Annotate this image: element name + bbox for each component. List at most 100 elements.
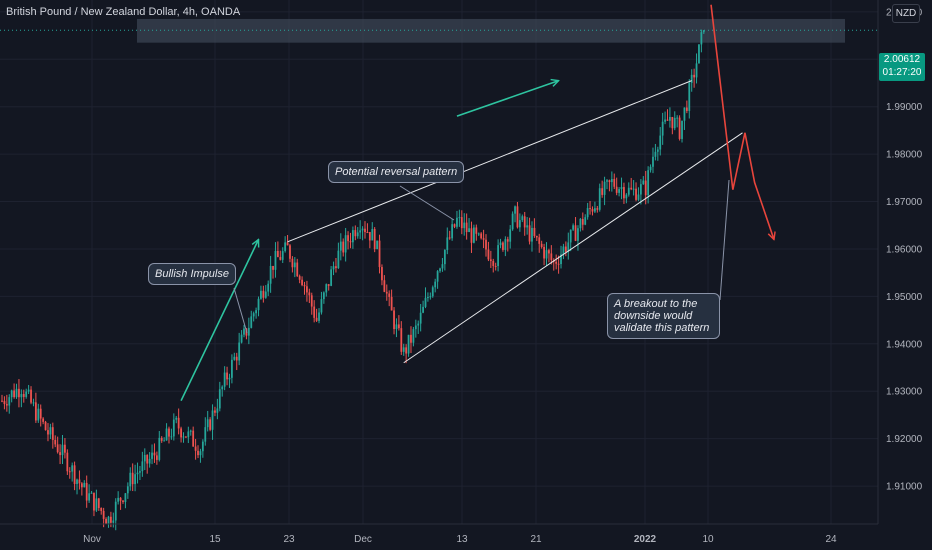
candle-body bbox=[557, 263, 560, 265]
candle-body bbox=[80, 483, 83, 488]
candle-body bbox=[518, 220, 521, 228]
candle-body bbox=[683, 107, 686, 121]
candle-body bbox=[385, 291, 388, 294]
candle-body bbox=[267, 283, 270, 292]
candle-body bbox=[702, 30, 705, 33]
candle-body bbox=[589, 208, 591, 210]
candle-body bbox=[298, 276, 301, 280]
candle-body bbox=[497, 245, 499, 267]
candle-body bbox=[318, 312, 320, 321]
candle-body bbox=[313, 306, 316, 318]
breakout-note[interactable]: A breakout to the downside would validat… bbox=[607, 293, 720, 339]
candle-body bbox=[347, 235, 349, 242]
reversal-pattern-note[interactable]: Potential reversal pattern bbox=[328, 161, 465, 183]
candle-body bbox=[514, 206, 516, 214]
candle-body bbox=[659, 135, 662, 150]
currency-badge[interactable]: NZD bbox=[892, 4, 920, 23]
candle-body bbox=[613, 178, 616, 187]
candle-body bbox=[439, 268, 441, 272]
candle-body bbox=[85, 482, 88, 501]
candle-body bbox=[446, 237, 449, 250]
candle-body bbox=[492, 260, 495, 266]
candle-body bbox=[209, 419, 212, 430]
candle-body bbox=[160, 437, 163, 441]
candle-body bbox=[310, 295, 313, 307]
candle-body bbox=[73, 465, 76, 485]
candle-body bbox=[252, 313, 255, 317]
candle-body bbox=[243, 328, 245, 335]
candle-body bbox=[320, 299, 323, 313]
candle-body bbox=[644, 180, 647, 196]
candle-body bbox=[293, 262, 296, 268]
candle-body bbox=[88, 493, 91, 501]
candle-body bbox=[5, 404, 8, 406]
candle-body bbox=[366, 232, 369, 234]
candle-body bbox=[698, 44, 700, 64]
candle-body bbox=[685, 107, 688, 111]
candle-body bbox=[666, 119, 669, 121]
price-tick-label: 1.91000 bbox=[886, 482, 923, 493]
time-tick-label: 24 bbox=[825, 534, 837, 545]
candle-body bbox=[185, 436, 187, 438]
candle-body bbox=[598, 188, 601, 210]
candle-body bbox=[649, 166, 652, 171]
candle-body bbox=[119, 497, 122, 501]
candle-body bbox=[412, 329, 415, 343]
candle-body bbox=[688, 82, 691, 111]
candle-body bbox=[180, 428, 182, 438]
candle-body bbox=[603, 181, 606, 195]
candle-body bbox=[572, 225, 575, 230]
candle-body bbox=[526, 225, 529, 228]
time-tick-label: 15 bbox=[209, 534, 221, 545]
callout-pointer bbox=[233, 287, 248, 334]
candle-body bbox=[78, 479, 81, 484]
bullish-impulse-note[interactable]: Bullish Impulse bbox=[148, 263, 236, 285]
candles bbox=[1, 29, 705, 531]
candle-body bbox=[51, 427, 54, 440]
candle-body bbox=[489, 259, 492, 261]
candle-body bbox=[110, 516, 112, 523]
candle-body bbox=[37, 408, 40, 421]
candle-body bbox=[637, 194, 640, 200]
candle-body bbox=[102, 510, 105, 519]
candle-body bbox=[71, 465, 74, 472]
candle-body bbox=[68, 471, 71, 473]
price-tick-label: 1.93000 bbox=[886, 387, 923, 398]
candle-body bbox=[540, 243, 543, 247]
candle-body bbox=[477, 233, 480, 235]
candle-body bbox=[272, 265, 274, 270]
candle-body bbox=[528, 225, 531, 242]
candle-body bbox=[463, 222, 466, 229]
candle-body bbox=[388, 293, 391, 297]
candle-body bbox=[499, 242, 502, 246]
candle-body bbox=[39, 408, 42, 419]
candle-body bbox=[671, 116, 674, 129]
candle-body bbox=[129, 472, 132, 487]
candle-body bbox=[417, 323, 420, 326]
candle-body bbox=[289, 245, 291, 259]
candle-body bbox=[475, 227, 478, 234]
candle-body bbox=[470, 228, 473, 243]
candle-body bbox=[441, 264, 444, 269]
candle-body bbox=[172, 419, 175, 437]
candle-body bbox=[678, 117, 681, 139]
candle-body bbox=[8, 397, 11, 406]
candle-body bbox=[61, 444, 64, 456]
candle-body bbox=[228, 377, 231, 380]
candle-body bbox=[555, 261, 558, 264]
candle-body bbox=[596, 208, 599, 210]
time-axis[interactable]: Nov 15 23 Dec 13 21 2022 10 24 bbox=[83, 534, 837, 545]
candle-body bbox=[199, 451, 202, 456]
candle-body bbox=[247, 327, 250, 336]
candle-body bbox=[601, 188, 604, 195]
candle-body bbox=[485, 239, 487, 250]
candle-body bbox=[187, 431, 190, 438]
candle-body bbox=[533, 227, 536, 236]
candle-body bbox=[168, 428, 170, 437]
candle-body bbox=[49, 427, 52, 435]
candle-body bbox=[654, 151, 657, 157]
candle-body bbox=[468, 228, 470, 233]
candle-body bbox=[257, 298, 260, 311]
candle-body bbox=[274, 250, 277, 270]
